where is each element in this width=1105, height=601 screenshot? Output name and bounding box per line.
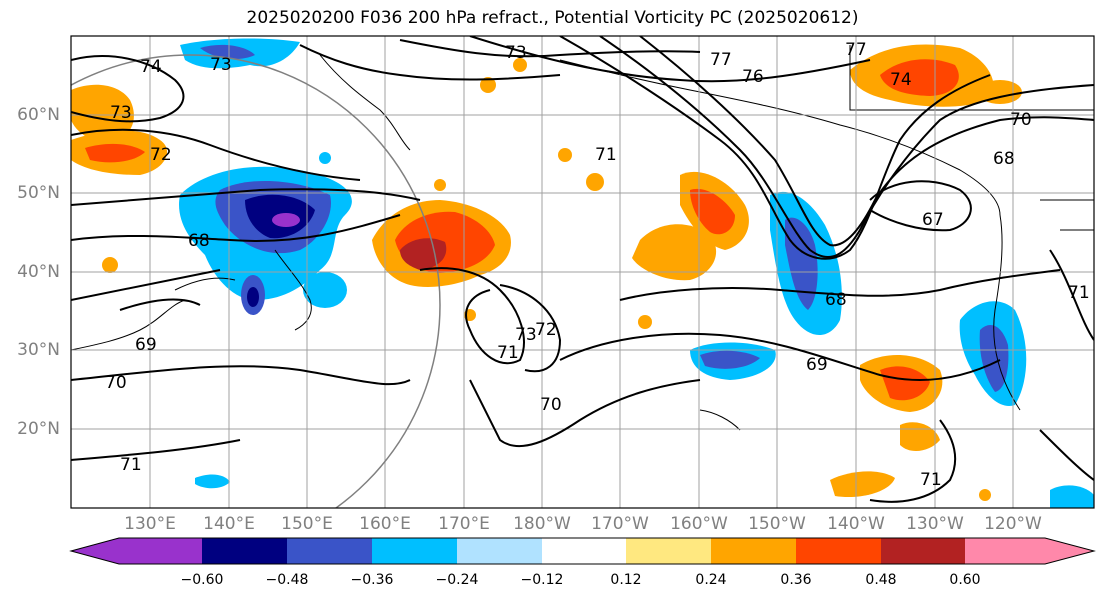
colorbar-swatch [711, 538, 796, 564]
chart-title: 2025020200 F036 200 hPa refract., Potent… [246, 8, 859, 28]
refractivity-contours [71, 36, 1094, 503]
lon-label: 160°E [359, 514, 411, 534]
contour-label: 71 [1068, 283, 1090, 303]
lat-label: 20°N [17, 419, 60, 439]
lon-label: 170°W [591, 514, 649, 534]
colorbar-swatch [372, 538, 457, 564]
lat-label: 50°N [17, 183, 60, 203]
contour-label: 69 [806, 355, 828, 375]
contour-label: 72 [150, 145, 172, 165]
colorbar [69, 537, 1096, 565]
lat-label: 30°N [17, 340, 60, 360]
colorbar-tick-label: 0.48 [865, 572, 897, 588]
contour-label: 74 [140, 57, 162, 77]
contour-label: 73 [505, 43, 527, 63]
lon-label: 120°W [984, 514, 1042, 534]
contour-label: 68 [188, 231, 210, 251]
lat-label: 40°N [17, 262, 60, 282]
pv-minimum-core [272, 213, 300, 227]
lon-label: 150°E [281, 514, 333, 534]
colorbar-swatch [202, 538, 287, 564]
contour-label: 73 [515, 325, 537, 345]
contour-label: 73 [210, 55, 232, 75]
positive-pv-region-nw [71, 84, 134, 141]
contour-label: 70 [105, 373, 127, 393]
contour-label: 71 [120, 455, 142, 475]
lon-label: 180°W [513, 514, 571, 534]
colorbar-tick-label: −0.60 [180, 572, 224, 588]
colorbar-tick-label: −0.36 [350, 572, 394, 588]
colorbar-tick-label: −0.48 [265, 572, 309, 588]
contour-label: 71 [595, 145, 617, 165]
contour-label: 70 [540, 395, 562, 415]
lon-label: 160°W [670, 514, 728, 534]
lon-label: 130°E [124, 514, 176, 534]
contour-label: 70 [1010, 110, 1032, 130]
lon-label: 150°W [748, 514, 806, 534]
contour-label: 74 [890, 70, 912, 90]
colorbar-swatch [626, 538, 711, 564]
lon-label: 130°W [906, 514, 964, 534]
contour-label: 68 [993, 149, 1015, 169]
colorbar-tick-label: 0.36 [780, 572, 812, 588]
colorbar-tick-label: 0.60 [949, 572, 981, 588]
contour-label: 76 [742, 67, 764, 87]
lon-label: 170°E [438, 514, 490, 534]
colorbar-tick-label: −0.24 [435, 572, 479, 588]
contour-label: 72 [535, 320, 557, 340]
pv-shading [71, 38, 1094, 508]
colorbar-extend-left [71, 538, 119, 564]
colorbar-swatch [119, 538, 202, 564]
map-frame [70, 35, 1095, 509]
contour-label: 77 [845, 40, 867, 60]
contour-labels: 74 73 73 77 77 76 74 73 72 71 70 68 67 6… [105, 40, 1090, 490]
colorbar-tick-label: 0.12 [610, 572, 642, 588]
lon-label: 140°W [827, 514, 885, 534]
colorbar-swatch [287, 538, 372, 564]
contour-label: 68 [825, 290, 847, 310]
colorbar-swatch [457, 538, 542, 564]
colorbar-tick-label: −0.12 [520, 572, 564, 588]
colorbar-swatch [542, 538, 626, 564]
colorbar-extend-right [1045, 538, 1094, 564]
contour-label: 71 [920, 470, 942, 490]
highlight-circle [71, 54, 441, 508]
contour-label: 73 [110, 103, 132, 123]
contour-label: 67 [922, 210, 944, 230]
lat-label: 60°N [17, 105, 60, 125]
contour-label: 77 [710, 50, 732, 70]
lon-label: 140°E [203, 514, 255, 534]
colorbar-swatch [881, 538, 965, 564]
colorbar-swatch [965, 538, 1045, 564]
contour-label: 71 [497, 343, 519, 363]
colorbar-tick-label: 0.24 [695, 572, 727, 588]
colorbar-swatch [796, 538, 881, 564]
contour-label: 69 [135, 335, 157, 355]
